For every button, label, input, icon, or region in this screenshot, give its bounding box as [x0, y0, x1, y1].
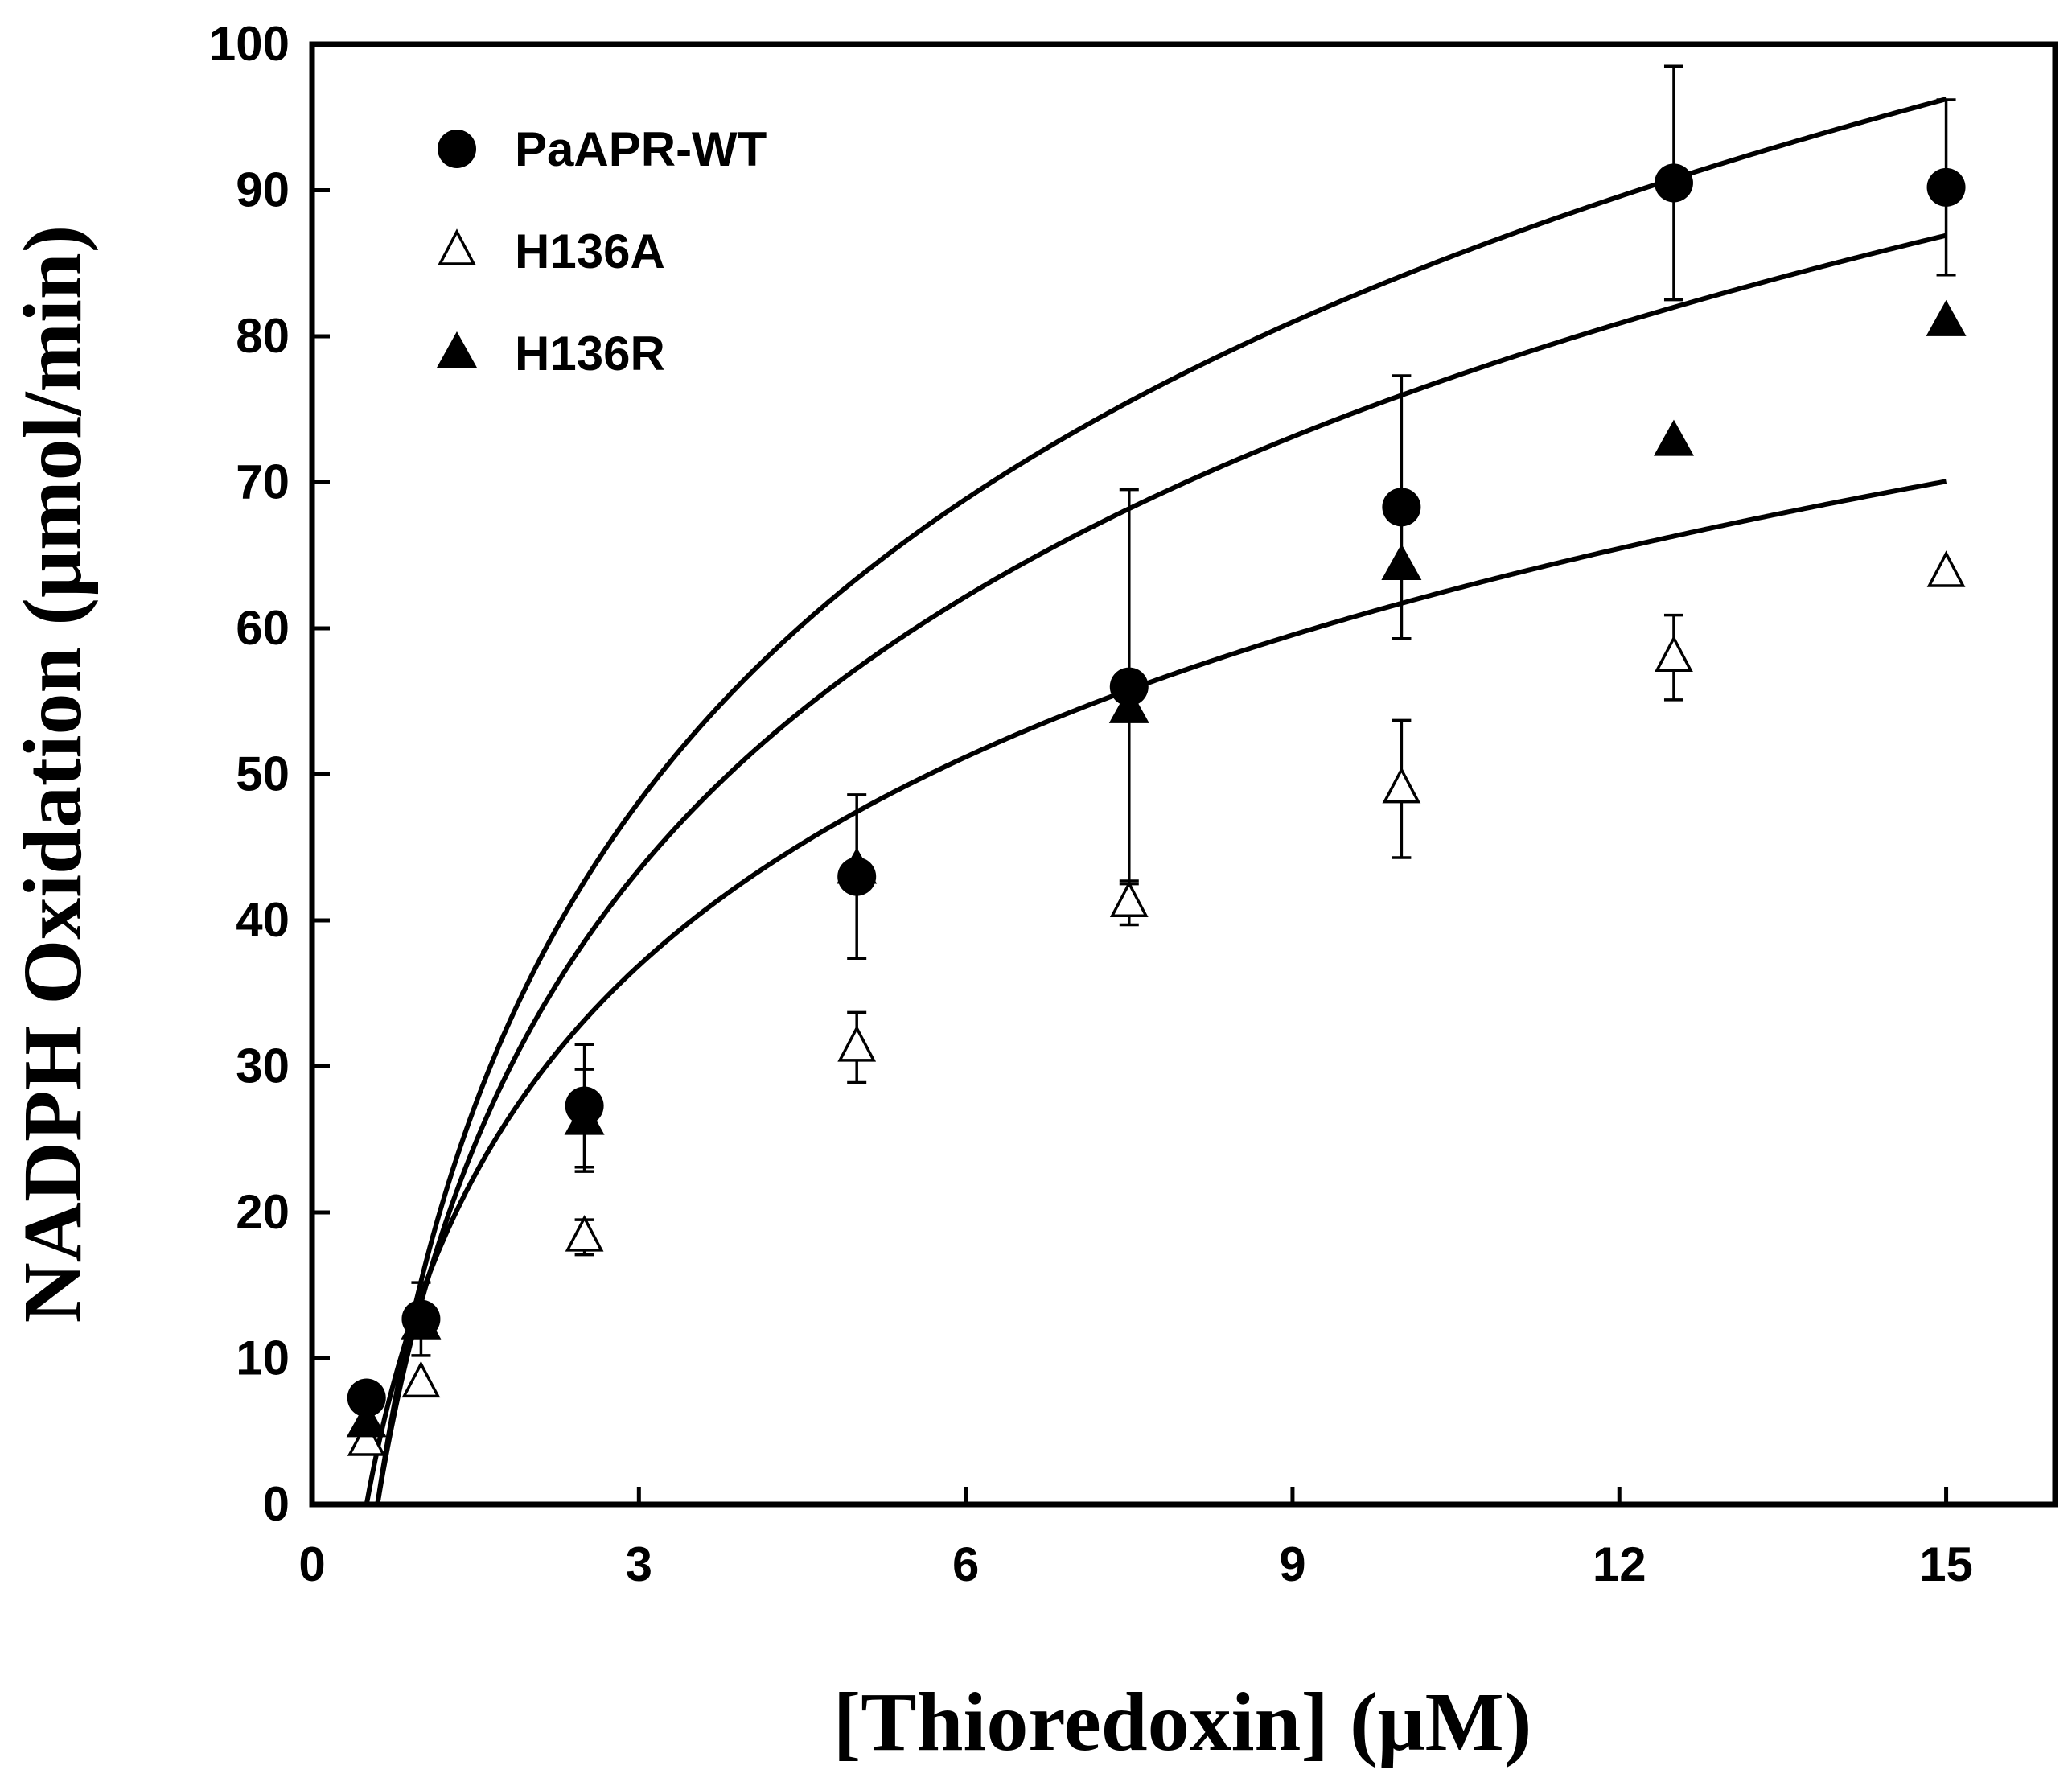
y-tick-label-60: 60 — [236, 601, 290, 655]
x-tick-label-9: 9 — [1279, 1537, 1305, 1591]
x-tick-label-3: 3 — [626, 1537, 652, 1591]
fit-curve-2 — [364, 479, 1947, 1505]
point-H136A-5 — [1382, 766, 1421, 804]
point-H136R-2 — [564, 1098, 605, 1135]
y-tick-label-50: 50 — [236, 747, 290, 801]
y-tick-label-20: 20 — [236, 1185, 290, 1239]
y-tick-label-30: 30 — [236, 1039, 290, 1093]
legend: PaAPR-WT H136A H136R — [437, 122, 767, 381]
y-tick-label-0: 0 — [263, 1477, 290, 1531]
point-PaAPR-WT-6 — [1654, 163, 1693, 203]
point-H136R-6 — [1653, 419, 1694, 456]
fit-curves — [364, 97, 1947, 1505]
y-tick-label-10: 10 — [236, 1331, 290, 1385]
y-tick-label-40: 40 — [236, 893, 290, 947]
y-tick-label-80: 80 — [236, 309, 290, 363]
y-axis-title: NADPH Oxidation (μmol/min) — [6, 225, 99, 1323]
point-H136R-1 — [401, 1303, 442, 1340]
point-H136A-1 — [401, 1360, 441, 1398]
y-tick-label-100: 100 — [209, 17, 290, 71]
point-H136A-3 — [837, 1025, 877, 1062]
point-PaAPR-WT-0 — [347, 1378, 386, 1418]
point-H136R-3 — [837, 847, 878, 884]
point-H136A-4 — [1109, 880, 1149, 917]
legend-label-H136A: H136A — [515, 224, 665, 278]
legend-label-H136R: H136R — [515, 327, 665, 381]
fit-curve-0 — [375, 97, 1947, 1505]
point-H136R-5 — [1381, 543, 1422, 580]
fit-curve-1 — [375, 233, 1947, 1505]
point-H136A-2 — [565, 1215, 604, 1252]
x-tick-label-15: 15 — [1919, 1537, 1973, 1591]
legend-marker-PaAPR-WT — [438, 130, 476, 168]
point-H136R-7 — [1926, 299, 1967, 336]
axes: 0 3 6 9 12 15 0 10 20 30 40 50 60 70 80 90 100 — [209, 17, 1973, 1591]
y-tick-label-90: 90 — [236, 163, 290, 217]
point-H136A-6 — [1655, 635, 1693, 673]
point-PaAPR-WT-7 — [1926, 167, 1966, 207]
point-H136A-7 — [1926, 550, 1966, 587]
legend-label-PaAPR-WT: PaAPR-WT — [515, 122, 767, 176]
point-H136R-0 — [346, 1401, 387, 1438]
point-H136R-4 — [1108, 686, 1149, 723]
point-PaAPR-WT-4 — [1109, 667, 1149, 706]
point-H136A-0 — [347, 1419, 386, 1456]
data-markers — [346, 64, 1967, 1456]
x-tick-label-12: 12 — [1593, 1537, 1646, 1591]
legend-marker-H136R — [437, 331, 477, 368]
x-tick-label-0: 0 — [298, 1537, 325, 1591]
y-tick-label-70: 70 — [236, 455, 290, 509]
x-axis-title: [Thioredoxin] (μM) — [833, 1676, 1532, 1768]
legend-marker-H136A — [438, 228, 476, 265]
x-tick-label-6: 6 — [952, 1537, 979, 1591]
